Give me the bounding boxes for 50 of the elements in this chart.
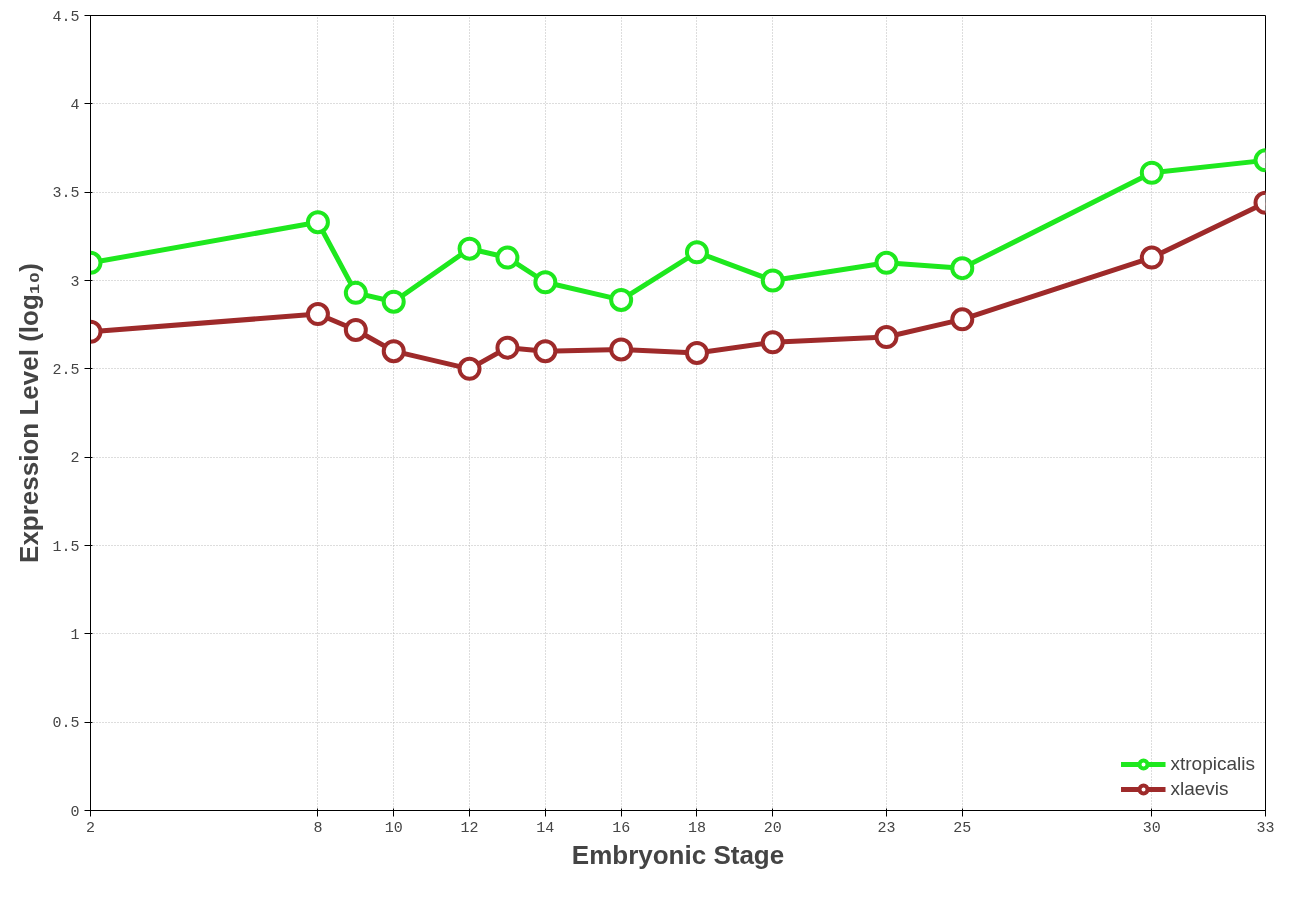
point [495,335,520,360]
point [874,250,899,275]
point [533,339,558,364]
x-tick-label: 14 [536,819,555,837]
y-tick-label: 4 [70,96,80,114]
point [457,356,482,381]
point [950,307,975,332]
y-axis-title: Expression Level (log₁₀) [14,263,45,563]
y-tick-label: 2 [70,450,80,468]
y-tick-label: 0 [70,803,80,821]
x-tick-label: 12 [460,819,479,837]
x-tick-label: 33 [1256,819,1275,837]
point [305,210,330,235]
point [533,270,558,295]
x-tick-label: 8 [313,819,323,837]
point [343,317,368,342]
point [305,302,330,327]
x-tick-label: 10 [384,819,403,837]
y-tick-label: 0.5 [52,715,80,733]
y-tick-label: 1 [70,626,80,644]
y-tick-label: 3 [70,273,80,291]
point [343,280,368,305]
x-tick-label: 23 [877,819,896,837]
x-tick-label: 16 [612,819,631,837]
point [609,287,634,312]
point [381,339,406,364]
x-tick-label: 18 [687,819,706,837]
point [457,236,482,261]
point [381,289,406,314]
y-tick-label: 4.5 [52,8,80,26]
point [684,340,709,365]
y-tick-label: 3.5 [52,185,80,203]
x-tick-label: 30 [1142,819,1161,837]
legend-label: xlaevis [1170,778,1229,800]
x-tick-label: 25 [953,819,972,837]
legend-label: xtropicalis [1170,753,1255,775]
point [609,337,634,362]
point [760,330,785,355]
point [684,240,709,265]
y-tick-label: 1.5 [52,538,80,556]
y-tick-label: 2.5 [52,361,80,379]
x-axis-title: Embryonic Stage [571,839,785,870]
x-tick-label: 20 [763,819,782,837]
point [874,325,899,350]
point [1139,245,1164,270]
point [950,256,975,281]
point [495,245,520,270]
point [1139,160,1164,185]
point [760,268,785,293]
x-tick-label: 2 [86,819,96,837]
